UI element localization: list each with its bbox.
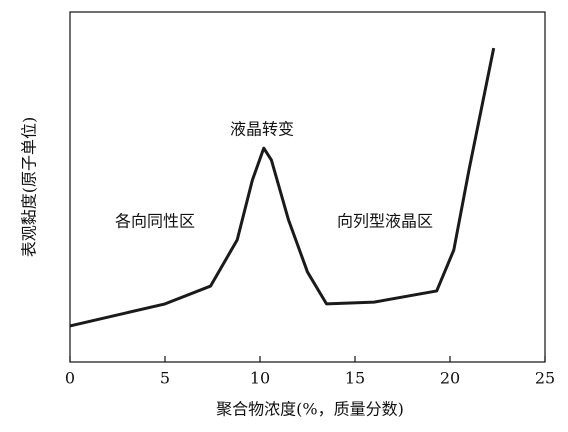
line-series (69, 47, 496, 328)
x-tick-label: 0 (65, 369, 75, 388)
x-axis-label: 聚合物浓度(%，质量分数) (216, 400, 404, 419)
plot-frame (69, 11, 546, 363)
x-tick-label: 15 (345, 369, 365, 388)
x-tick-label: 10 (250, 369, 270, 388)
annotation: 各向同性区 (115, 212, 195, 231)
x-tick-label: 5 (160, 369, 170, 388)
annotation: 液晶转变 (230, 120, 294, 139)
x-tick-label: 25 (535, 369, 555, 388)
y-axis-label: 表观黏度(原子单位) (20, 117, 39, 258)
annotation: 向列型液晶区 (337, 212, 433, 231)
x-tick-label: 20 (440, 369, 460, 388)
